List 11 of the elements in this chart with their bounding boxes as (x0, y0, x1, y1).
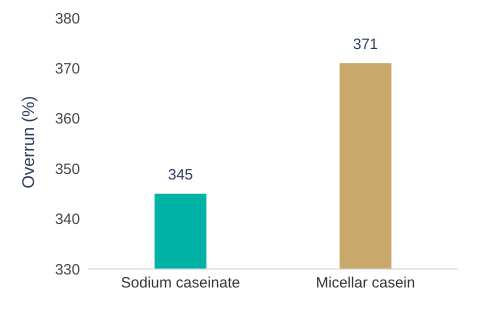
data-label: 371 (352, 36, 378, 54)
y-tick-label: 380 (54, 10, 80, 28)
y-tick-label: 350 (54, 160, 80, 178)
y-tick-label: 340 (54, 211, 80, 228)
y-tick-label: 330 (54, 261, 80, 278)
y-axis-title: Overrun (%) (19, 96, 38, 188)
y-tick-label: 370 (54, 60, 80, 78)
x-tick-label: Sodium caseinate (120, 274, 240, 292)
x-tick-label: Micellar casein (316, 274, 416, 292)
data-label: 345 (168, 166, 194, 184)
y-tick-label: 360 (54, 110, 80, 128)
